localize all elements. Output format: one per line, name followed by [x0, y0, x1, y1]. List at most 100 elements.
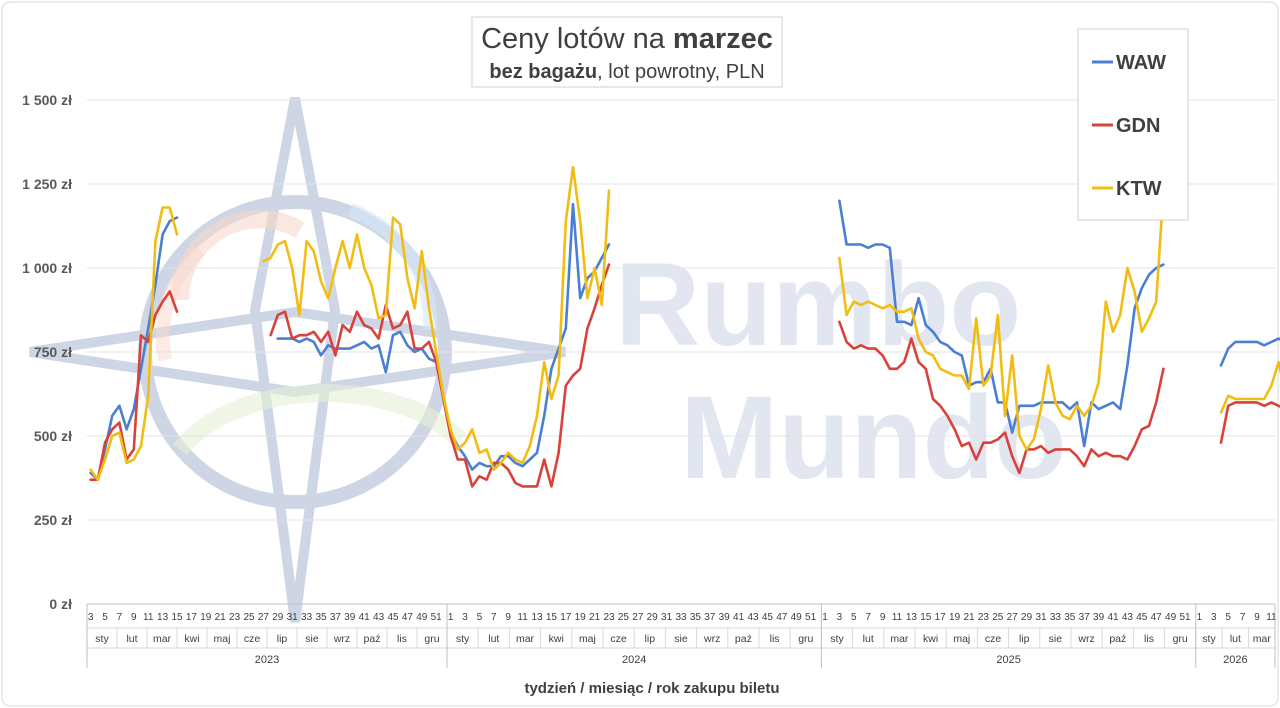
week-tick-label: 25 — [992, 612, 1004, 623]
week-tick-label: 37 — [330, 612, 342, 623]
week-tick-label: 15 — [546, 612, 558, 623]
y-tick-label: 250 zł — [34, 512, 72, 528]
series-line-gdn — [838, 320, 1165, 475]
month-label: lis — [397, 633, 407, 645]
week-tick-label: 51 — [805, 612, 817, 623]
month-label: wrz — [333, 633, 350, 645]
legend-label-gdn: GDN — [1116, 115, 1160, 137]
week-tick-label: 33 — [301, 612, 313, 623]
week-tick-label: 15 — [171, 612, 183, 623]
y-tick-label: 750 zł — [34, 344, 72, 360]
month-label: wrz — [703, 633, 720, 645]
week-tick-label: 45 — [1136, 612, 1148, 623]
week-tick-label: 43 — [747, 612, 759, 623]
month-label: cze — [985, 633, 1002, 645]
month-label: kwi — [923, 633, 938, 645]
month-label: lip — [277, 633, 288, 645]
month-label: cze — [610, 633, 627, 645]
week-tick-label: 3 — [462, 612, 468, 623]
legend: WAW GDN KTW — [1077, 28, 1189, 221]
week-tick-label: 41 — [733, 612, 745, 623]
week-tick-label: 1 — [822, 612, 828, 623]
month-label: sie — [674, 633, 688, 645]
grid — [87, 99, 1275, 605]
month-label: sty — [830, 633, 844, 645]
series-line-waw — [1219, 337, 1280, 367]
week-tick-label: 31 — [287, 612, 299, 623]
week-tick-label: 13 — [531, 612, 543, 623]
week-tick-label: 29 — [272, 612, 284, 623]
week-tick-label: 5 — [851, 612, 857, 623]
week-tick-label: 3 — [1211, 612, 1217, 623]
week-tick-label: 35 — [315, 612, 327, 623]
title-box-bg — [471, 16, 783, 88]
month-label: gru — [424, 633, 439, 645]
week-tick-label: 7 — [865, 612, 871, 623]
week-tick-label: 13 — [906, 612, 918, 623]
month-label: gru — [1173, 633, 1188, 645]
week-tick-label: 11 — [517, 612, 528, 623]
week-tick-label: 7 — [1240, 612, 1246, 623]
week-tick-label: 21 — [963, 612, 975, 623]
week-tick-label: 29 — [647, 612, 659, 623]
month-label: sty — [1202, 633, 1216, 645]
x-axis-title: tydzień / miesiąc / rok zakupu biletu — [524, 680, 779, 697]
week-tick-label: 11 — [1266, 612, 1277, 623]
week-tick-label: 31 — [1035, 612, 1047, 623]
year-label: 2023 — [255, 654, 279, 666]
week-tick-label: 25 — [618, 612, 630, 623]
week-tick-label: 27 — [258, 612, 270, 623]
month-label: gru — [798, 633, 813, 645]
week-tick-label: 5 — [477, 612, 483, 623]
week-tick-label: 39 — [719, 612, 731, 623]
month-label: lut — [126, 633, 137, 645]
week-tick-label: 17 — [935, 612, 947, 623]
series-gdn — [89, 263, 1280, 488]
legend-label-ktw: KTW — [1116, 178, 1162, 200]
month-label: lis — [770, 633, 780, 645]
week-tick-label: 23 — [229, 612, 241, 623]
week-tick-label: 51 — [1179, 612, 1191, 623]
month-label: lip — [645, 633, 656, 645]
chart-subtitle-part-2: , lot powrotny, PLN — [597, 61, 764, 83]
week-tick-label: 49 — [1165, 612, 1177, 623]
week-tick-label: 37 — [704, 612, 716, 623]
y-tick-label: 500 zł — [34, 428, 72, 444]
week-tick-label: 1 — [1197, 612, 1203, 623]
week-tick-label: 43 — [373, 612, 385, 623]
month-label: sie — [1049, 633, 1063, 645]
y-axis: 0 zł 250 zł 500 zł 750 zł 1 000 zł 1 250 zł 1 … — [22, 92, 72, 612]
y-tick-label: 1 250 zł — [22, 176, 72, 192]
week-tick-label: 39 — [1093, 612, 1105, 623]
week-tick-label: 27 — [632, 612, 644, 623]
watermark-line-1: Rumbo — [615, 239, 1021, 371]
y-tick-label: 1 000 zł — [22, 260, 72, 276]
year-label: 2025 — [996, 654, 1020, 666]
week-tick-label: 19 — [949, 612, 961, 623]
week-tick-label: 47 — [402, 612, 414, 623]
month-label: sty — [456, 633, 470, 645]
series-line-ktw — [1219, 360, 1280, 414]
week-tick-label: 29 — [1021, 612, 1033, 623]
month-label: wrz — [1077, 633, 1094, 645]
month-label: lip — [1019, 633, 1030, 645]
week-tick-label: 9 — [505, 612, 511, 623]
month-label: maj — [953, 633, 970, 645]
series-line-gdn — [89, 290, 179, 481]
chart-title-box: Ceny lotów na marzec bez bagażu, lot pow… — [471, 16, 783, 88]
week-tick-label: 41 — [359, 612, 371, 623]
month-label: maj — [214, 633, 231, 645]
chart-title-part-1: Ceny lotów na — [481, 23, 673, 55]
week-tick-label: 21 — [215, 612, 227, 623]
week-tick-label: 1 — [448, 612, 454, 623]
month-label: lut — [863, 633, 874, 645]
week-tick-label: 51 — [431, 612, 443, 623]
week-tick-label: 39 — [344, 612, 356, 623]
month-label: lis — [1144, 633, 1154, 645]
week-tick-label: 17 — [560, 612, 572, 623]
week-tick-label: 45 — [387, 612, 399, 623]
week-tick-label: 31 — [661, 612, 673, 623]
chart-title-part-2: marzec — [673, 23, 773, 55]
week-tick-label: 7 — [491, 612, 497, 623]
